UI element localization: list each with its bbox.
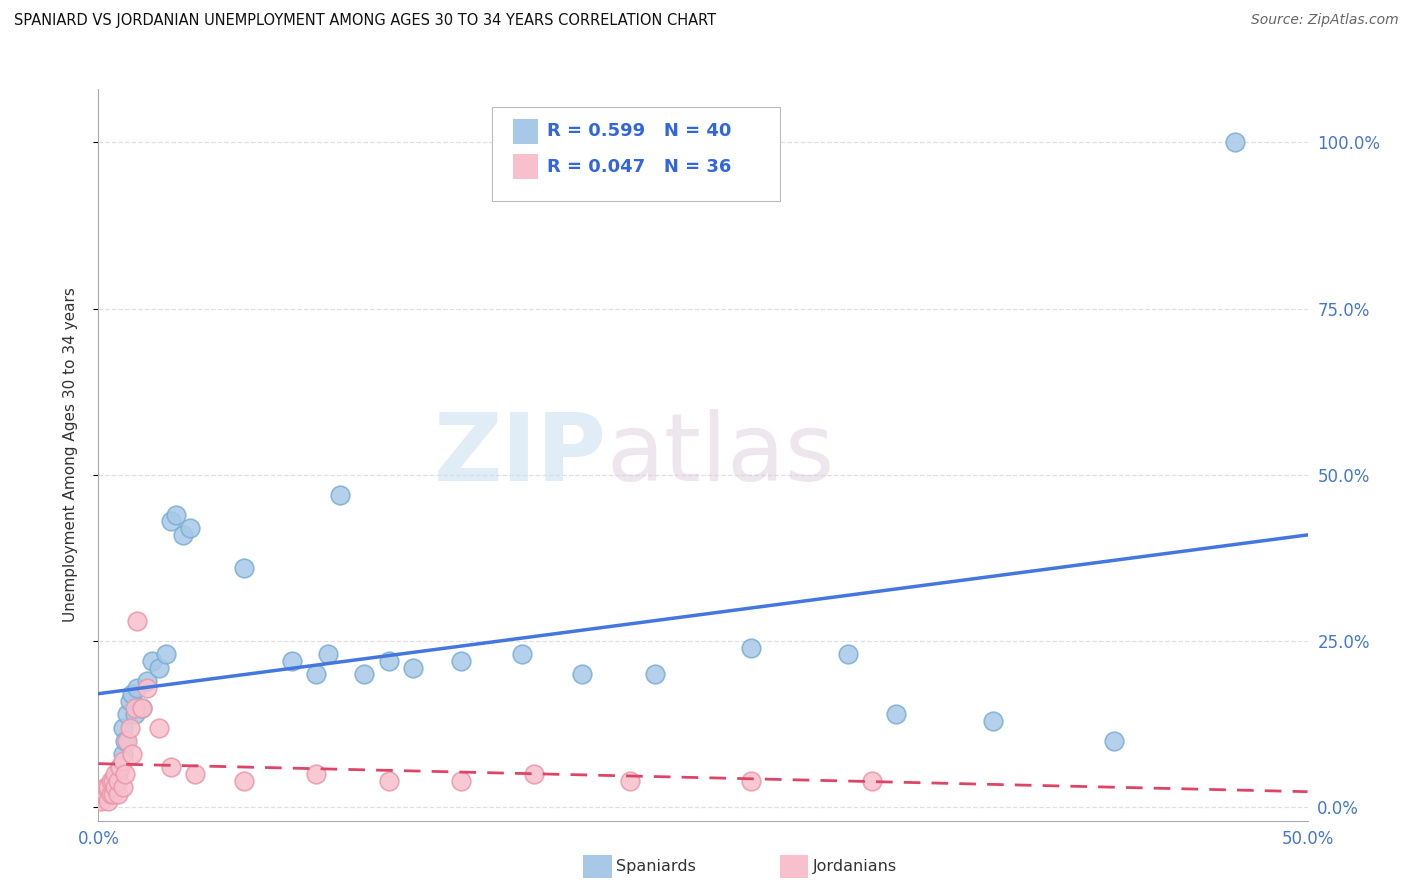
Point — [111, 747, 134, 761]
Point — [101, 773, 124, 788]
Point — [108, 760, 131, 774]
Point — [101, 787, 124, 801]
Point — [305, 667, 328, 681]
Point — [118, 721, 141, 735]
Point — [118, 694, 141, 708]
Point — [860, 773, 883, 788]
Point — [148, 721, 170, 735]
Point — [97, 794, 120, 808]
Point — [1223, 136, 1246, 150]
Point — [740, 640, 762, 655]
Point — [127, 614, 149, 628]
Point — [141, 654, 163, 668]
Point — [981, 714, 1004, 728]
Point — [740, 773, 762, 788]
Point — [111, 721, 134, 735]
Point — [127, 681, 149, 695]
Point — [377, 654, 399, 668]
Y-axis label: Unemployment Among Ages 30 to 34 years: Unemployment Among Ages 30 to 34 years — [63, 287, 77, 623]
Point — [94, 787, 117, 801]
Point — [117, 707, 139, 722]
Point — [619, 773, 641, 788]
Text: Jordanians: Jordanians — [813, 859, 897, 873]
Point — [377, 773, 399, 788]
Point — [510, 648, 533, 662]
Text: SPANIARD VS JORDANIAN UNEMPLOYMENT AMONG AGES 30 TO 34 YEARS CORRELATION CHART: SPANIARD VS JORDANIAN UNEMPLOYMENT AMONG… — [14, 13, 716, 29]
Point — [114, 734, 136, 748]
Point — [644, 667, 666, 681]
Point — [124, 700, 146, 714]
Point — [100, 780, 122, 795]
Point — [131, 700, 153, 714]
Point — [100, 787, 122, 801]
Text: Spaniards: Spaniards — [616, 859, 696, 873]
Point — [281, 654, 304, 668]
Point — [124, 707, 146, 722]
Point — [107, 767, 129, 781]
Point — [91, 787, 114, 801]
Point — [571, 667, 593, 681]
Point — [148, 661, 170, 675]
Point — [450, 773, 472, 788]
Point — [523, 767, 546, 781]
Point — [121, 687, 143, 701]
Point — [837, 648, 859, 662]
Point — [135, 681, 157, 695]
Point — [179, 521, 201, 535]
Point — [104, 767, 127, 781]
Point — [1102, 734, 1125, 748]
Point — [111, 780, 134, 795]
Point — [450, 654, 472, 668]
Point — [104, 773, 127, 788]
Point — [155, 648, 177, 662]
Point — [94, 780, 117, 795]
Point — [402, 661, 425, 675]
Text: R = 0.047   N = 36: R = 0.047 N = 36 — [547, 158, 731, 176]
Text: atlas: atlas — [606, 409, 835, 501]
Text: ZIP: ZIP — [433, 409, 606, 501]
Point — [108, 760, 131, 774]
Point — [316, 648, 339, 662]
Text: R = 0.599   N = 40: R = 0.599 N = 40 — [547, 122, 731, 140]
Point — [172, 527, 194, 541]
Point — [305, 767, 328, 781]
Point — [114, 767, 136, 781]
Point — [160, 515, 183, 529]
Point — [97, 780, 120, 795]
Point — [886, 707, 908, 722]
Point — [329, 488, 352, 502]
Point — [117, 734, 139, 748]
Point — [232, 561, 254, 575]
Text: Source: ZipAtlas.com: Source: ZipAtlas.com — [1251, 13, 1399, 28]
Point — [232, 773, 254, 788]
Point — [111, 754, 134, 768]
Point — [107, 787, 129, 801]
Point — [135, 673, 157, 688]
Point — [100, 773, 122, 788]
Point — [353, 667, 375, 681]
Point — [121, 747, 143, 761]
Point — [184, 767, 207, 781]
Point — [94, 787, 117, 801]
Point — [90, 794, 112, 808]
Point — [165, 508, 187, 522]
Point — [107, 773, 129, 788]
Point — [131, 700, 153, 714]
Point — [104, 780, 127, 795]
Point — [160, 760, 183, 774]
